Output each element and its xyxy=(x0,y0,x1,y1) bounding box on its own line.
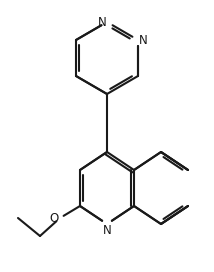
Text: N: N xyxy=(103,224,111,237)
Text: N: N xyxy=(139,35,147,48)
Text: O: O xyxy=(49,212,59,225)
Text: N: N xyxy=(98,17,106,29)
